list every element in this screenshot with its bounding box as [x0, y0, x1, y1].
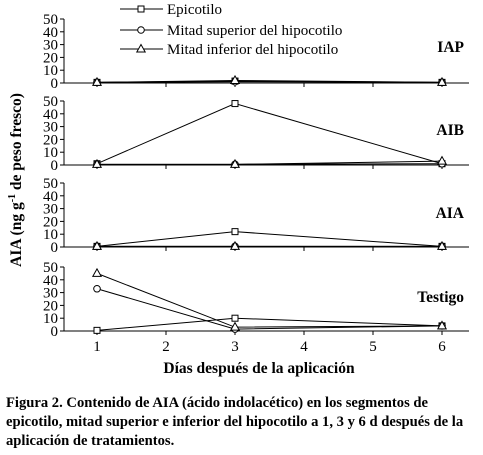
y-tick-label: 50	[43, 176, 58, 192]
legend-entry: Mitad inferior del hipocotilo	[167, 42, 338, 58]
y-tick-label: 50	[43, 12, 58, 28]
data-point-square	[231, 228, 239, 236]
data-point-triangle	[229, 158, 241, 168]
y-tick-label: 0	[51, 324, 59, 340]
y-tick-label: 40	[43, 107, 58, 123]
data-point-square	[231, 100, 239, 108]
data-point-circle	[93, 284, 101, 293]
figure-caption: Figura 2. Contenido de AIA (ácido indola…	[6, 395, 464, 449]
y-tick-label: 30	[43, 202, 58, 218]
panel-label: IAP	[437, 39, 464, 56]
y-tick-label: 10	[43, 63, 58, 79]
y-tick-label: 20	[43, 298, 58, 314]
series-line-circle	[96, 288, 443, 330]
data-point-square	[93, 326, 101, 334]
legend-marker-triangle	[135, 43, 147, 53]
figure-chart: 01020304050IAP01020304050AIB01020304050A…	[7, 2, 469, 377]
data-point-triangle	[436, 155, 448, 165]
x-axis-title: Días después de la aplicación	[163, 360, 355, 377]
data-point-triangle	[436, 240, 448, 250]
y-tick-label: 30	[43, 286, 58, 302]
panel-label: AIB	[436, 122, 464, 139]
y-tick-label: 40	[43, 273, 58, 289]
x-tick-label: 6	[438, 339, 446, 355]
data-point-triangle	[91, 240, 103, 250]
y-tick-label: 0	[51, 76, 59, 92]
data-point-triangle	[229, 240, 241, 250]
legend-entry: Epicotilo	[167, 2, 222, 18]
panel-label: Testigo	[417, 289, 464, 306]
data-point-triangle	[91, 158, 103, 168]
y-tick-label: 20	[43, 214, 58, 230]
legend-marker-circle	[137, 26, 145, 34]
series-line-square	[96, 103, 443, 165]
y-tick-label: 20	[43, 132, 58, 148]
data-point-triangle	[91, 76, 103, 86]
y-tick-label: 50	[43, 260, 58, 276]
data-point-triangle	[436, 76, 448, 86]
series-line-square	[96, 231, 443, 247]
data-point-square	[231, 314, 239, 322]
legend-entry: Mitad superior del hipocotilo	[167, 23, 342, 39]
y-tick-label: 10	[43, 145, 58, 161]
x-tick-label: 4	[300, 339, 308, 355]
y-tick-label: 30	[43, 38, 58, 54]
y-tick-label: 10	[43, 227, 58, 243]
x-tick-label: 2	[162, 339, 170, 355]
y-tick-label: 20	[43, 50, 58, 66]
legend-marker-square	[137, 5, 145, 13]
y-tick-label: 30	[43, 120, 58, 136]
data-point-triangle	[229, 321, 241, 331]
y-tick-label: 10	[43, 311, 58, 327]
y-tick-label: 40	[43, 25, 58, 41]
data-point-triangle	[91, 267, 103, 277]
y-tick-label: 40	[43, 189, 58, 205]
data-point-triangle	[229, 74, 241, 84]
panel-label: AIA	[436, 205, 465, 222]
x-tick-label: 5	[369, 339, 377, 355]
y-axis-title: AIA (ng g-1 de peso fresco)	[7, 93, 25, 267]
y-tick-label: 50	[43, 94, 58, 110]
y-tick-label: 0	[51, 158, 59, 174]
data-point-triangle	[436, 320, 448, 330]
x-tick-label: 1	[93, 339, 101, 355]
y-tick-label: 0	[51, 240, 59, 256]
x-tick-label: 3	[231, 339, 239, 355]
